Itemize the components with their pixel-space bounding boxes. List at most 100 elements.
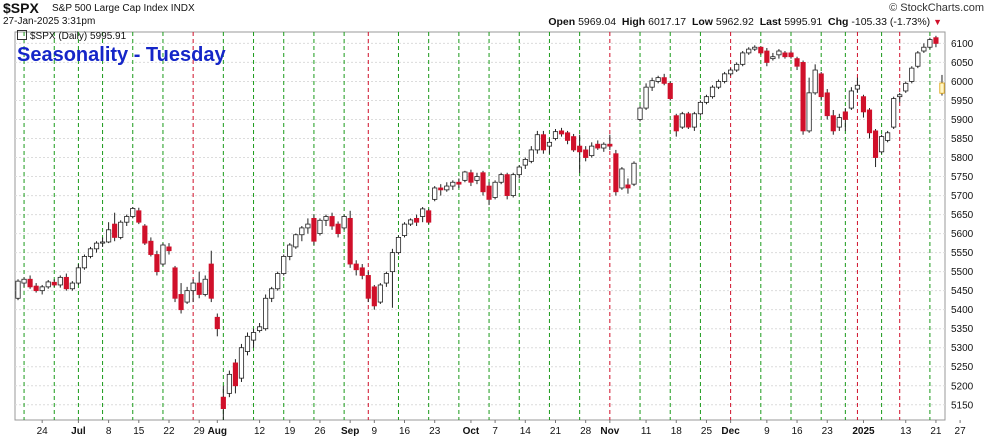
x-tick-label: 23 bbox=[822, 426, 834, 437]
candle bbox=[794, 56, 800, 71]
y-tick-label: 5750 bbox=[951, 172, 974, 183]
candle-body bbox=[764, 50, 770, 63]
candle-body bbox=[407, 219, 414, 225]
candle bbox=[619, 167, 625, 190]
candle bbox=[208, 250, 214, 303]
x-tick-label: 29 bbox=[194, 426, 206, 437]
candle bbox=[75, 264, 81, 285]
candle bbox=[806, 77, 812, 133]
candle bbox=[601, 142, 607, 152]
candle-body bbox=[806, 92, 812, 132]
candle-body bbox=[782, 52, 788, 58]
candle bbox=[63, 273, 69, 291]
y-tick-label: 5800 bbox=[951, 153, 974, 164]
candle bbox=[87, 246, 94, 259]
candle-body bbox=[715, 81, 722, 88]
candle-body bbox=[492, 181, 498, 198]
candle-body bbox=[540, 134, 546, 151]
candle-body bbox=[697, 101, 703, 115]
candle bbox=[679, 111, 685, 129]
candle bbox=[625, 178, 631, 194]
candle bbox=[238, 343, 245, 382]
candle bbox=[51, 279, 57, 287]
candle bbox=[764, 47, 770, 67]
candle-body bbox=[746, 48, 752, 54]
candle-body bbox=[299, 227, 305, 236]
candle-body bbox=[401, 223, 408, 236]
candle-body bbox=[353, 263, 359, 271]
candle-body bbox=[915, 52, 921, 67]
x-tick-label: 16 bbox=[399, 426, 411, 437]
y-tick-label: 5900 bbox=[951, 115, 974, 126]
candle-body bbox=[613, 153, 619, 193]
candle bbox=[432, 186, 438, 202]
candle-body bbox=[112, 223, 118, 238]
candle bbox=[607, 134, 613, 150]
candle-body bbox=[81, 256, 88, 269]
candle bbox=[420, 206, 426, 223]
candle bbox=[414, 214, 420, 226]
candle-body bbox=[190, 282, 196, 292]
candle bbox=[728, 68, 734, 76]
candle bbox=[830, 109, 836, 135]
candle-body bbox=[734, 63, 740, 71]
candle-body bbox=[836, 117, 842, 128]
x-tick-label: 26 bbox=[314, 426, 326, 437]
candle-body bbox=[250, 332, 257, 341]
candle-body bbox=[99, 241, 106, 244]
candle-body bbox=[909, 67, 915, 82]
candle bbox=[782, 51, 788, 59]
candle bbox=[69, 281, 75, 291]
candle-body bbox=[577, 145, 583, 153]
candle bbox=[353, 260, 359, 276]
x-tick-label: 9 bbox=[764, 426, 770, 437]
candle-body bbox=[770, 56, 776, 60]
candle bbox=[389, 248, 396, 308]
candle bbox=[933, 35, 939, 48]
x-tick-label: Aug bbox=[208, 426, 227, 437]
candle-body bbox=[63, 276, 69, 290]
candle-body bbox=[546, 141, 553, 147]
candle-body bbox=[812, 69, 818, 94]
candle bbox=[341, 214, 347, 230]
candle bbox=[571, 133, 577, 152]
x-tick-label: 2025 bbox=[852, 426, 875, 437]
candle bbox=[214, 313, 220, 337]
candle bbox=[57, 275, 63, 288]
x-tick-label: Jul bbox=[71, 426, 86, 437]
candle-body bbox=[335, 223, 341, 235]
candle-body bbox=[287, 244, 293, 257]
candle bbox=[190, 279, 196, 303]
y-tick-label: 5350 bbox=[951, 324, 974, 335]
candle bbox=[148, 237, 154, 257]
candle-body bbox=[854, 84, 861, 90]
candle-body bbox=[106, 229, 112, 243]
candle bbox=[637, 106, 643, 122]
x-tick-label: Sep bbox=[341, 426, 359, 437]
y-tick-label: 5150 bbox=[951, 400, 974, 411]
candle bbox=[866, 108, 873, 139]
brand-watermark[interactable]: © StockCharts.com bbox=[889, 2, 984, 14]
legend-swatch bbox=[17, 30, 27, 40]
low-value: 5962.92 bbox=[715, 16, 754, 28]
candle-body bbox=[667, 82, 673, 99]
x-tick-label: 7 bbox=[492, 426, 498, 437]
candle bbox=[45, 280, 51, 289]
candle-body bbox=[625, 184, 631, 189]
candle-body bbox=[305, 223, 311, 229]
candle-body bbox=[87, 248, 94, 257]
candle bbox=[722, 71, 728, 84]
candle bbox=[142, 224, 148, 246]
candle-body bbox=[365, 275, 371, 299]
candle-body bbox=[655, 77, 661, 82]
candle-body bbox=[456, 181, 462, 185]
candle-body bbox=[673, 115, 679, 132]
candle bbox=[287, 243, 293, 261]
candle-body bbox=[184, 290, 190, 303]
candle bbox=[269, 286, 275, 303]
candle bbox=[81, 254, 88, 270]
candle bbox=[407, 218, 414, 226]
open-value: 5969.04 bbox=[578, 16, 617, 28]
candle bbox=[395, 235, 402, 255]
